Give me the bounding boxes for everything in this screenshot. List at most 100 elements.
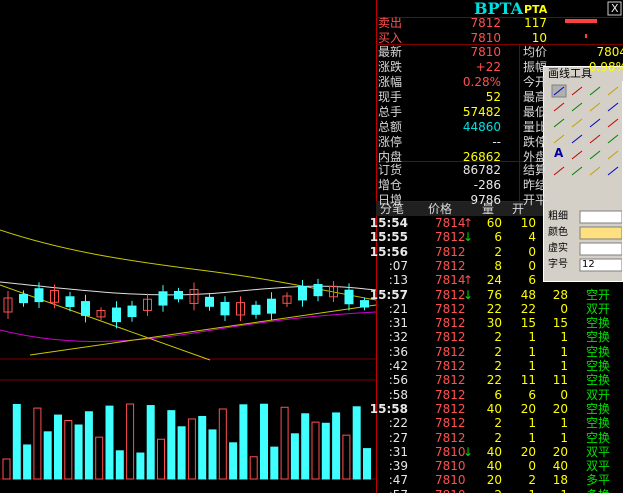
close-button[interactable]: X [611,2,619,15]
candle-body [267,298,276,314]
trade-time: 15:54 [369,216,408,230]
volume-bar [43,431,52,480]
setting-label: 字号 [548,259,568,270]
tool-icon [589,118,601,128]
trade-price: 7812 [435,430,466,445]
volume-bar [311,421,320,480]
close-box[interactable] [607,1,622,16]
trade-volume: 2 [494,416,502,431]
candle-body [127,305,137,318]
stat-label: 涨跌 [378,60,403,74]
trade-close: 1 [560,488,568,493]
setting-label: 颜色 [548,227,568,238]
trade-volume: 2 [494,244,502,259]
volume-bar [565,19,597,23]
trade-price: 7810 [435,444,466,459]
contract-name: PTA [524,3,548,16]
stat-value: 57482 [462,105,501,119]
tool-icon [553,118,565,128]
font-size-input[interactable]: 12 [582,259,595,270]
trade-time: :13 [388,273,408,288]
setting-field[interactable] [579,242,622,256]
trade-volume: 22 [486,301,502,316]
stat-label: 跌停 [523,135,548,149]
quote-price: 7810 [470,31,501,45]
candle-body [360,300,369,308]
volume-bar [146,405,155,480]
stat-value: 0.98% [588,60,623,74]
trade-volume: 40 [486,401,502,416]
trade-volume: 8 [494,258,502,273]
trade-volume: 2 [494,330,502,345]
tool-icon [553,102,565,112]
stat-value: 7804 [596,45,623,59]
candle-body [96,309,106,318]
trade-time: :27 [388,430,408,445]
trade-nature: 空换 [586,373,611,388]
trade-open: 20 [520,444,536,459]
tool-icon [589,86,601,96]
tool-icon [589,102,601,112]
stat-label: 订货 [378,163,403,177]
trade-close: 40 [552,459,568,474]
tool-icon [607,150,619,160]
trade-time: :21 [388,301,408,316]
trade-close: 1 [560,344,568,359]
stat-label: 总手 [378,105,403,119]
stat-label: 内盘 [378,150,403,164]
stat-label: 涨幅 [378,75,403,89]
candle-body [34,288,44,303]
trade-volume: 60 [486,216,502,230]
setting-field[interactable] [579,210,622,224]
trade-time: :57 [389,488,408,493]
stat-value: 26862 [462,150,501,164]
trade-nature: 空开 [586,287,611,302]
trade-close: 1 [560,359,568,373]
tool-icon [607,102,619,112]
volume-bar [33,407,42,480]
candle-body [313,284,323,297]
candle-body [251,304,261,315]
trade-close: 11 [552,373,568,388]
candle-body [81,301,90,316]
trade-price: 7812 [435,416,466,431]
stat-value: 9786 [470,193,501,207]
volume-bar [342,434,351,480]
volume-bar [126,403,135,480]
trade-open: 6 [528,273,536,288]
trade-open: 1 [528,430,536,445]
trade-volume: 40 [486,444,502,459]
volume-bar [321,422,330,480]
stat-label: 外盘 [523,150,548,164]
setting-field[interactable] [579,258,622,272]
tool-icon [571,166,583,176]
trade-volume: 2 [494,344,502,359]
volume-bar [270,446,279,480]
tool-icon [553,134,565,144]
trade-volume: 2 [494,359,502,373]
trade-volume: 22 [486,373,502,388]
trade-price: 7812 [435,387,466,402]
volume-bar [64,420,73,480]
trade-close: 28 [552,287,568,302]
volume-bar [363,448,371,480]
trade-nature: 空换 [586,430,611,445]
stat-label: 日增 [378,193,403,207]
trade-volume: 6 [494,230,502,245]
volume-bar [249,456,258,480]
column-header: 价格 [428,202,453,216]
candle-body [236,302,245,316]
tool-icon [571,134,583,144]
stat-label: 总额 [378,120,403,134]
tool-text-icon[interactable]: A [554,146,564,160]
ma-line [0,311,376,343]
stat-label: 涨停 [378,135,403,149]
candle-body [158,291,168,306]
trade-price: 7812 [435,344,466,359]
trade-nature: 双平 [586,459,611,474]
toolbox[interactable]: 画线工具 A 粗细 颜色 虚实 字号 12 [543,66,623,282]
trade-open: 1 [528,359,536,373]
toolbox-title: 画线工具 [544,67,623,81]
setting-field[interactable] [579,226,622,240]
volume-bar [167,410,176,480]
